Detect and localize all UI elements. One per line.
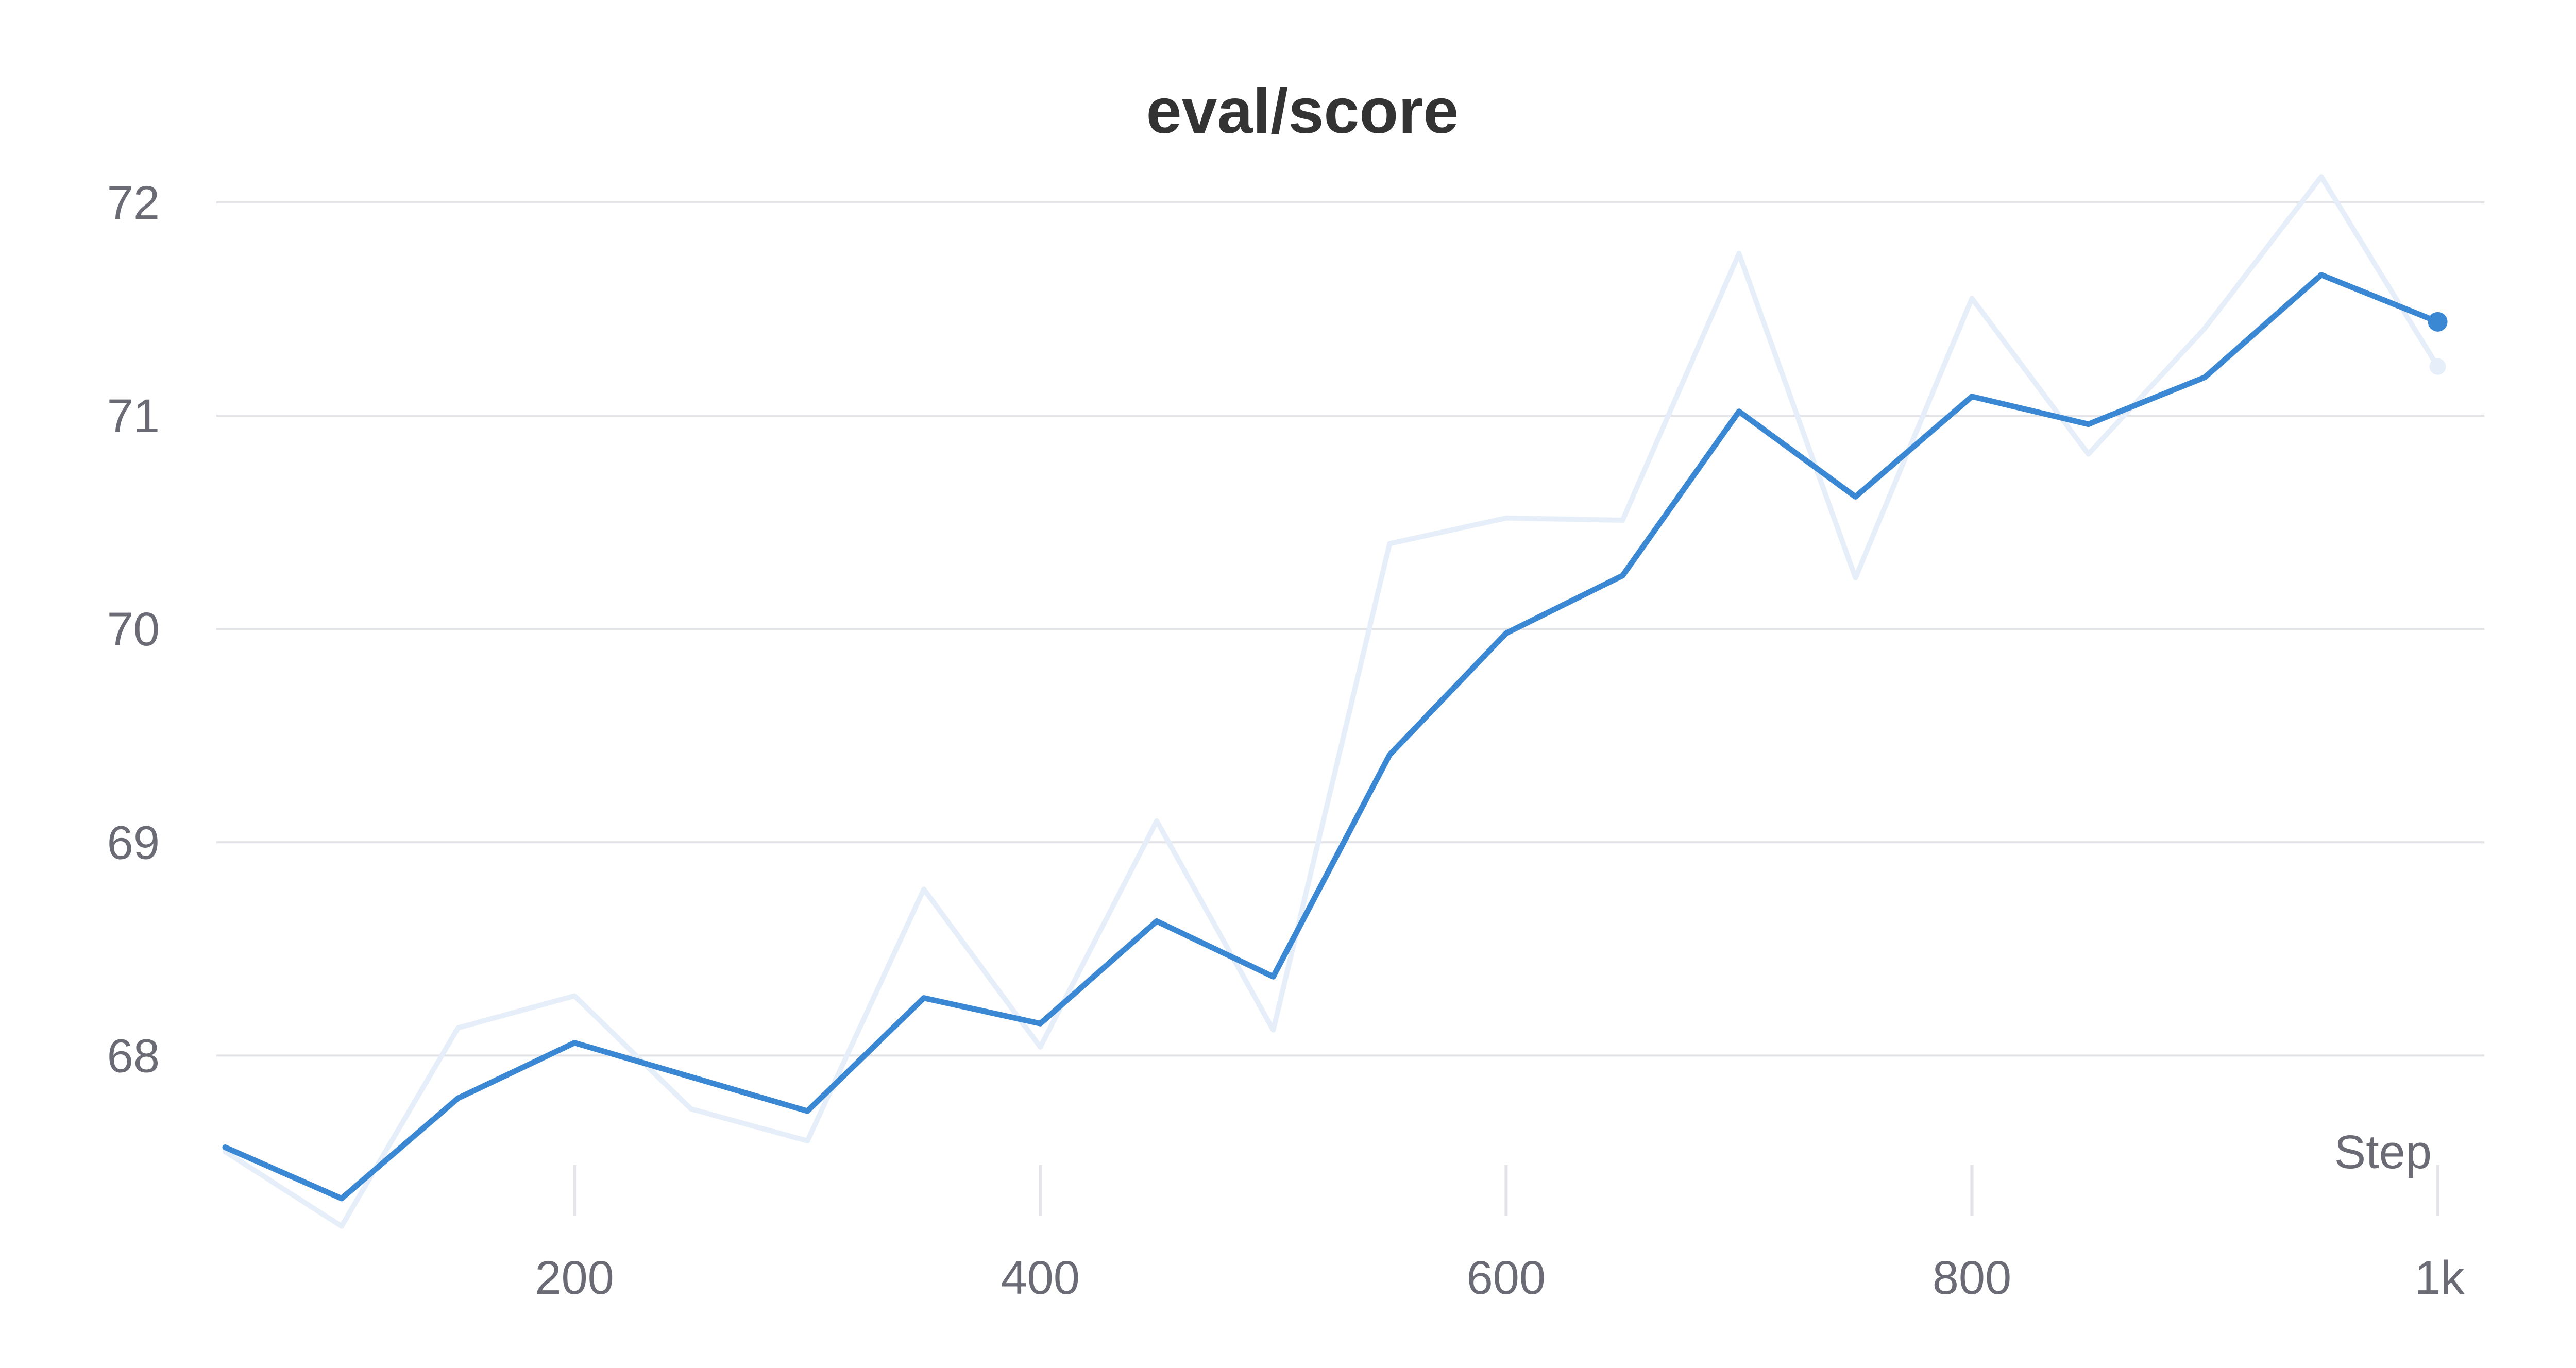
y-tick-label: 69 (107, 816, 160, 869)
raw-series-end-point (2429, 358, 2446, 375)
series-lines (222, 174, 2448, 1229)
smoothed-series-end-point (2428, 312, 2448, 332)
x-tick-label: 200 (535, 1252, 614, 1304)
y-tick-label: 72 (107, 177, 160, 229)
y-tick-label: 68 (107, 1030, 160, 1082)
raw-series-line (223, 174, 2441, 1229)
x-tick-label: 1k (2414, 1252, 2465, 1304)
smoothed-series-line (222, 272, 2441, 1202)
axis-ticks: 68 69 70 71 72 200 400 600 800 1k (107, 177, 2465, 1304)
x-tick-label: 400 (1001, 1252, 1080, 1304)
grid-lines (216, 201, 2484, 1057)
y-tick-label: 71 (107, 390, 160, 442)
x-axis-label: Step (2334, 1126, 2432, 1178)
x-tick-label: 600 (1467, 1252, 1546, 1304)
chart-title: eval/score (1146, 76, 1459, 147)
y-tick-label: 70 (107, 603, 160, 656)
x-tick-label: 800 (1933, 1252, 2012, 1304)
